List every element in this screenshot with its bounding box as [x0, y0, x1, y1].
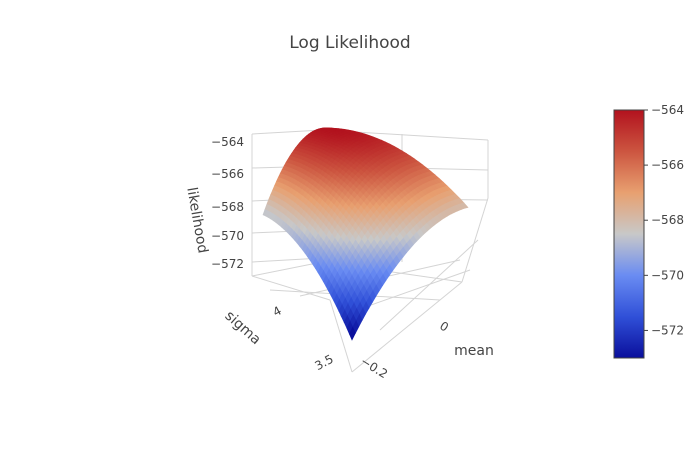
z-tick-label: −572 — [211, 257, 244, 271]
grid-line — [251, 275, 331, 301]
y-axis-title: sigma — [222, 308, 264, 348]
grid-line — [379, 239, 479, 331]
colorbar-tick-label: −572 — [651, 323, 684, 337]
grid-line — [461, 197, 489, 283]
x-tick-label: 0 — [437, 319, 451, 335]
z-tick-label: −568 — [211, 200, 244, 214]
colorbar-tick-label: −570 — [651, 268, 684, 282]
x-tick-label: −0.2 — [358, 354, 390, 381]
surface-cell — [349, 326, 356, 341]
grid-line — [251, 261, 323, 277]
x-axis-title: mean — [454, 343, 494, 359]
chart-title: Log Likelihood — [289, 33, 411, 53]
z-tick-label: −570 — [211, 229, 244, 243]
colorbar: −564 −566 −568 −570 −572 — [613, 103, 684, 359]
colorbar-tick-label: −568 — [651, 213, 684, 227]
z-tick-label: −566 — [211, 167, 244, 181]
y-tick-label: 3.5 — [312, 352, 335, 373]
grid-line — [251, 129, 323, 135]
grid-line — [351, 281, 463, 373]
colorbar-bar — [613, 109, 645, 359]
grid-line — [329, 299, 353, 373]
colorbar-tick-label: −566 — [651, 158, 684, 172]
y-tick-label: 4 — [270, 303, 283, 319]
surface-mesh — [262, 127, 469, 341]
z-tick-label: −564 — [211, 135, 244, 149]
z-axis-title: likelihood — [183, 186, 210, 254]
colorbar-tick-label: −564 — [651, 103, 684, 117]
